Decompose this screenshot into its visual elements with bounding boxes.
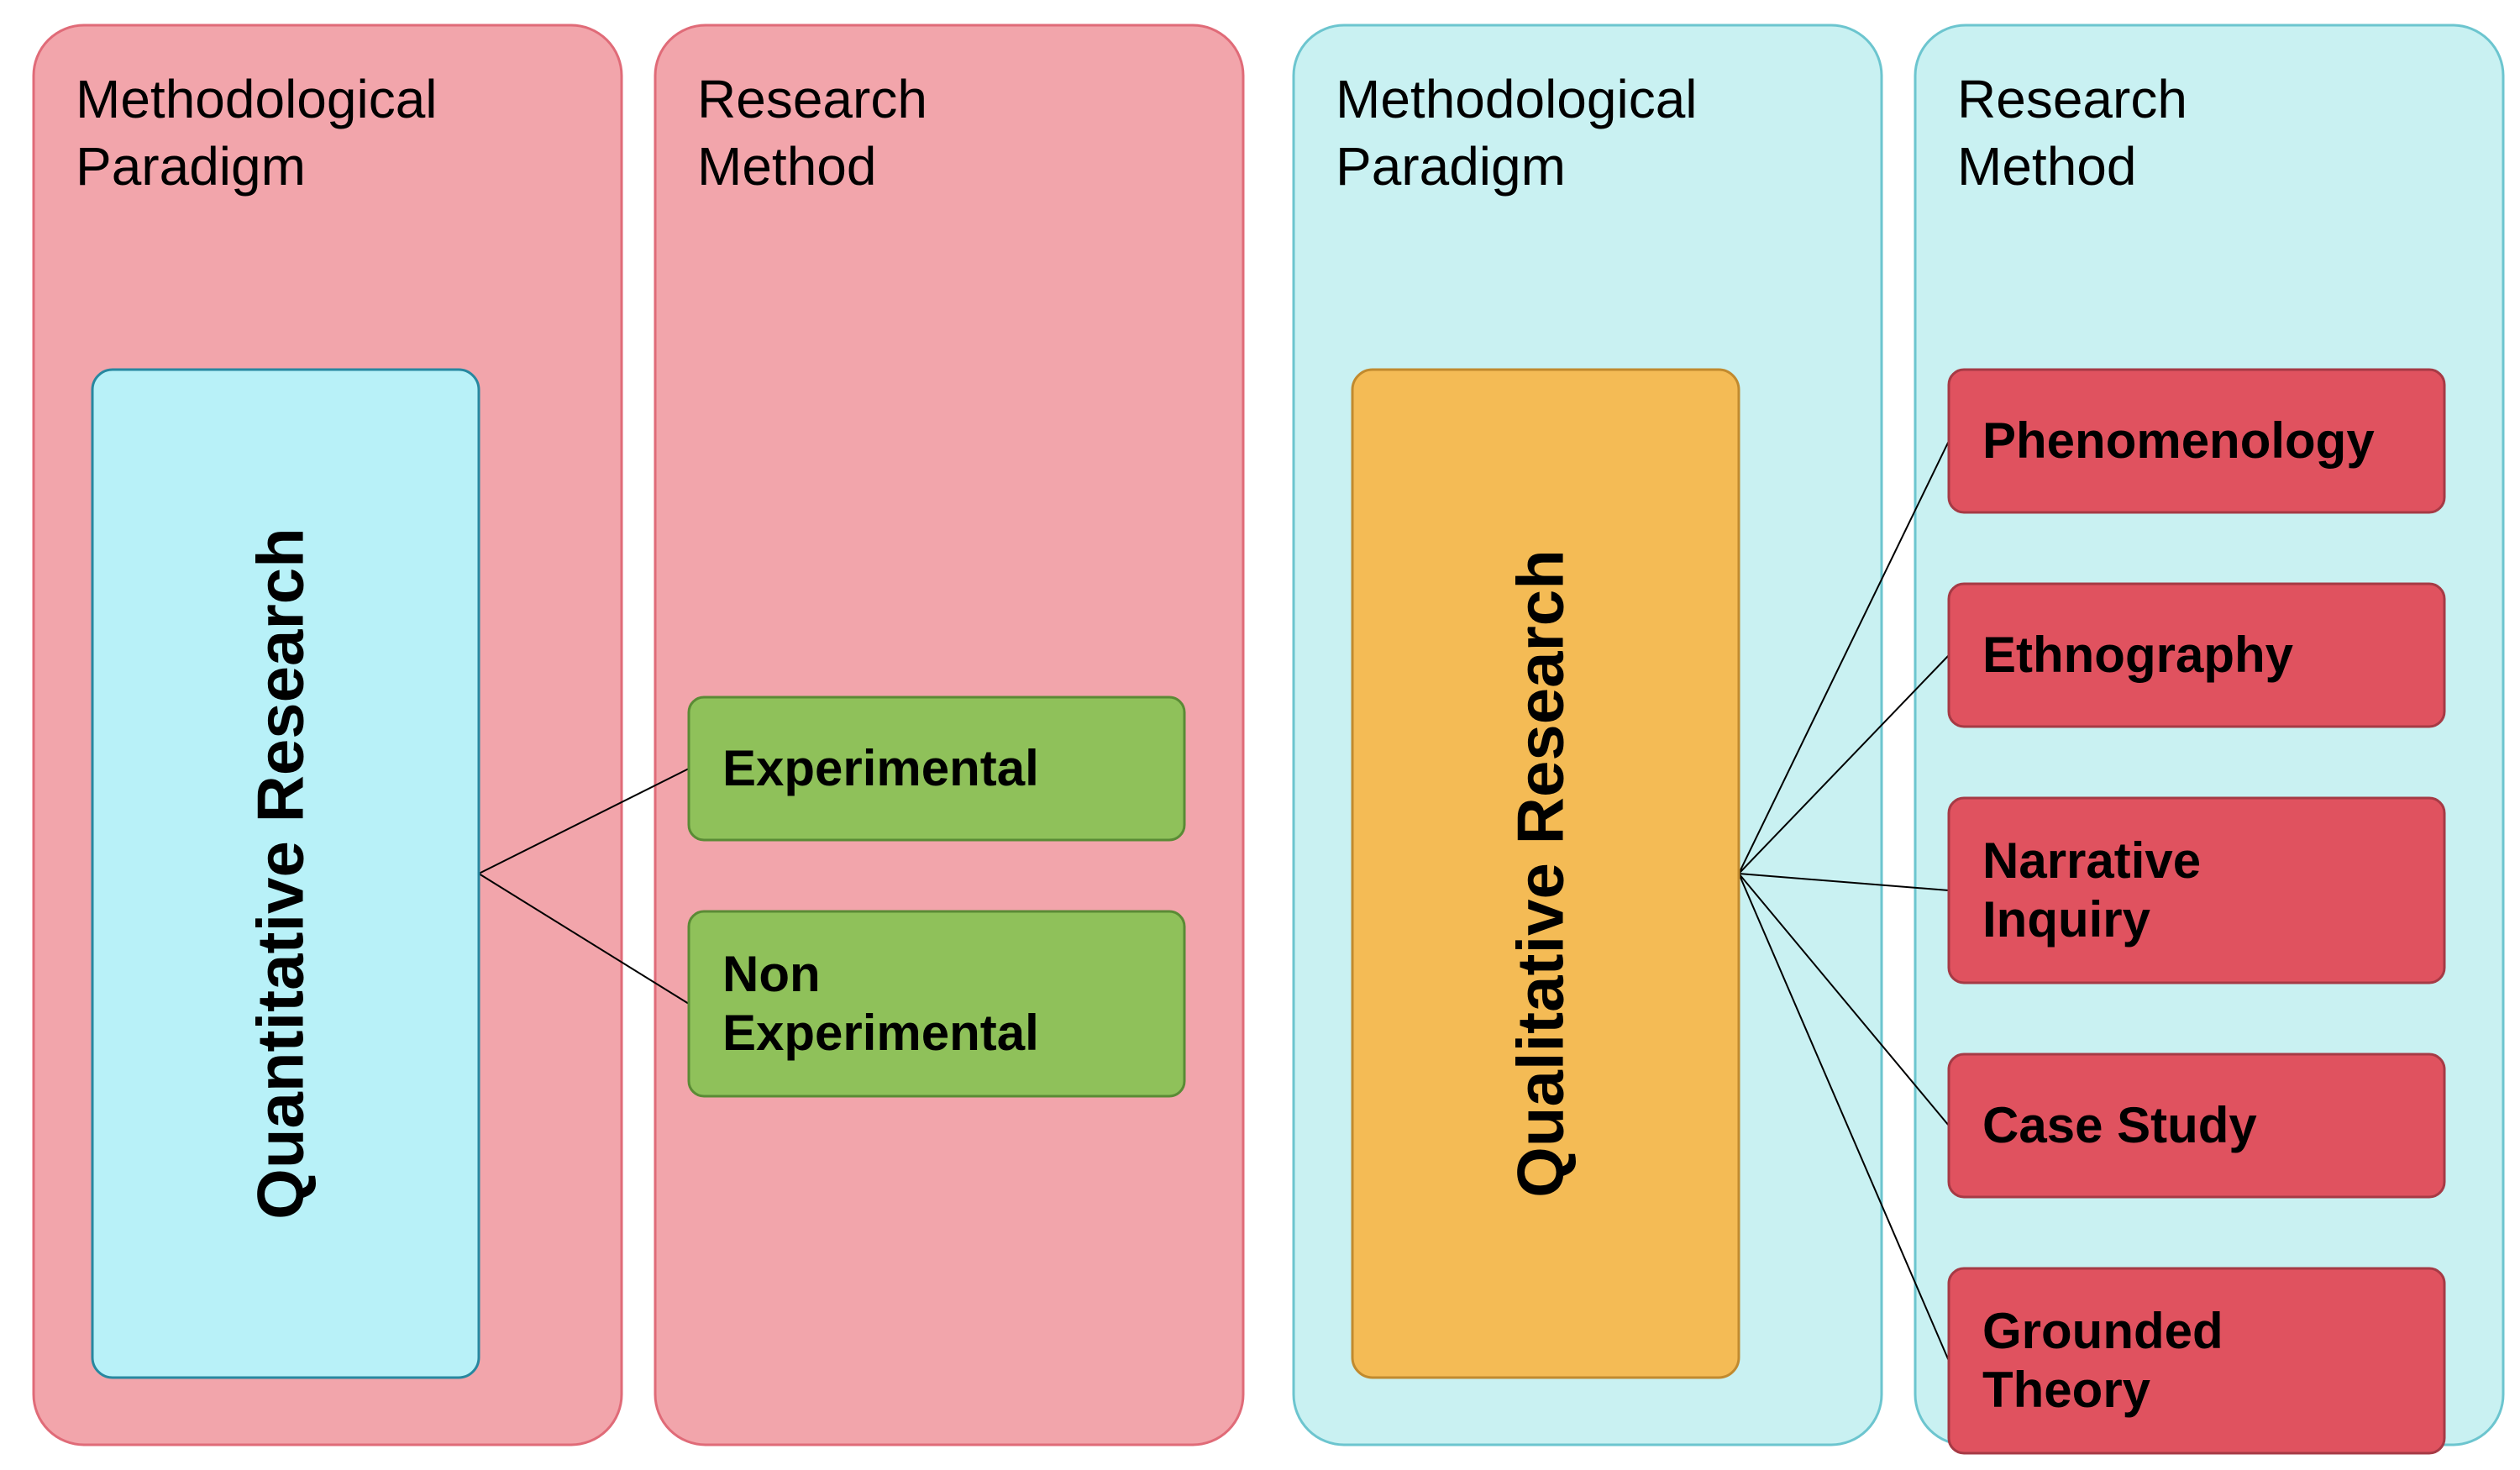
method-label-phenomenology: Phenomenology (1982, 412, 2375, 469)
paradigm-label-qualitative: Qualitative Research (1504, 549, 1578, 1198)
method-label-ethnography: Ethnography (1982, 627, 2294, 683)
method-box-non-experimental (689, 911, 1184, 1096)
method-box-narrative (1949, 798, 2444, 983)
panel-qual-method (1915, 25, 2503, 1445)
paradigm-label-quantitative: Quantitative Research (244, 528, 318, 1220)
method-label-case-study: Case Study (1982, 1097, 2257, 1153)
method-label-experimental: Experimental (722, 740, 1039, 796)
method-box-grounded (1949, 1268, 2444, 1453)
